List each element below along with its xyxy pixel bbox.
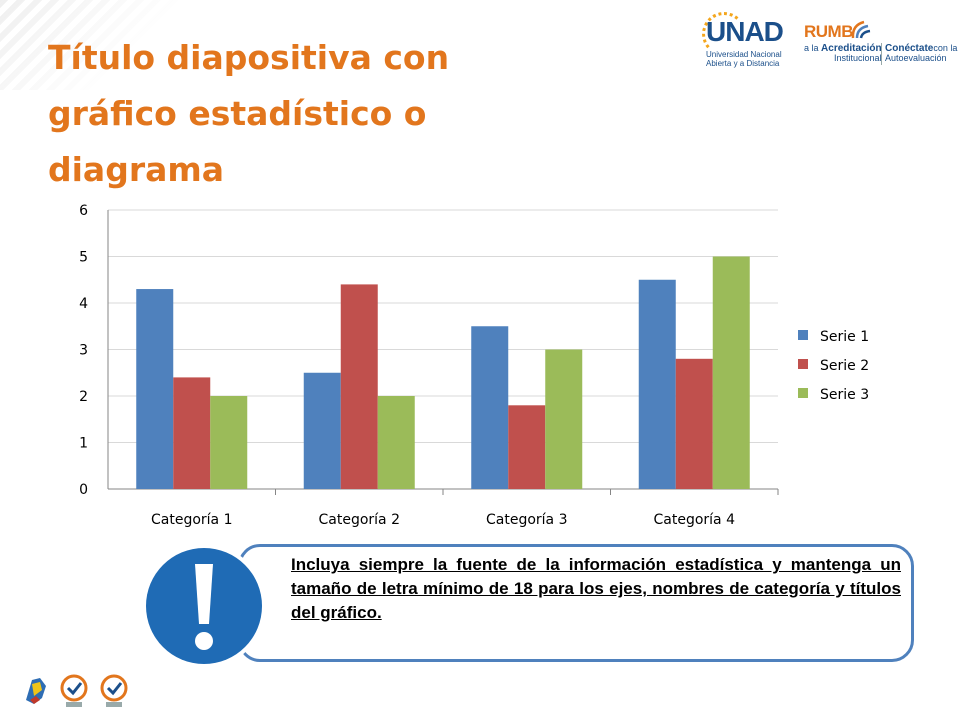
bar-s3-c2 [377, 396, 415, 489]
legend-label-3: Serie 3 [820, 387, 869, 403]
colombia-map-icon [26, 678, 46, 704]
y-tick-label-3: 3 [79, 343, 88, 359]
rumbo-line-1a: a la [804, 43, 819, 53]
legend-swatch-3 [798, 388, 808, 398]
bar-s1-c2 [303, 372, 341, 489]
legend-label-2: Serie 2 [820, 358, 869, 374]
sgs-certification-icon [60, 674, 88, 707]
rumbo-arcs-icon [851, 20, 871, 39]
footer-logos [26, 674, 128, 707]
rumbo-right-1a: Conéctate [885, 43, 934, 54]
rumbo-line-1b: Acreditación [821, 43, 882, 54]
callout-box: Incluya siempre la fuente de la informac… [238, 544, 914, 662]
bar-s3-c3 [545, 349, 583, 489]
y-tick-label-6: 6 [79, 203, 88, 219]
title-line-1: Título diapositiva con [48, 38, 450, 77]
bar-s3-c4 [712, 256, 750, 489]
unad-logo: UNAD Universidad Nacional Abierta y a Di… [700, 12, 790, 72]
unad-subtitle-2: Abierta y a Distancia [706, 59, 780, 68]
unad-wordmark: UNAD [706, 16, 784, 47]
bar-s1-c3 [471, 326, 509, 489]
sgs-certification-icon-2 [100, 674, 128, 707]
rumbo-separator [881, 43, 882, 65]
callout-text: Incluya siempre la fuente de la informac… [291, 555, 901, 622]
bar-s3-c1 [210, 396, 248, 489]
rumbo-wordmark: RUMB [804, 22, 854, 41]
bar-s2-c2 [340, 284, 378, 489]
category-label-1: Categoría 1 [151, 512, 233, 528]
bar-s1-c4 [638, 279, 676, 489]
unad-dots-icon [702, 12, 746, 56]
bar-chart: 0 1 2 3 4 5 6 Categoría 1 Categoría 2 Categoría 3… [79, 203, 869, 528]
rumbo-line-2: Institucional [834, 53, 882, 63]
rumbo-logo: RUMB a la Acreditación Institucional Con… [804, 20, 957, 72]
y-tick-label-1: 1 [79, 436, 88, 452]
rumbo-right-1b: con la [933, 43, 958, 53]
category-label-2: Categoría 2 [319, 512, 401, 528]
warning-exclamation-icon [142, 544, 266, 668]
corner-decoration [0, 0, 180, 90]
bar-s2-c1 [173, 377, 211, 489]
title-line-2: gráfico estadístico o [48, 94, 427, 133]
unad-subtitle-1: Universidad Nacional [706, 50, 782, 59]
y-tick-label-4: 4 [79, 296, 88, 312]
category-label-3: Categoría 3 [486, 512, 568, 528]
rumbo-right-1: Conéctatecon la [885, 43, 957, 54]
y-tick-label-2: 2 [79, 389, 88, 405]
bar-s2-c4 [675, 358, 713, 489]
title-line-3: diagrama [48, 150, 225, 189]
legend-label-1: Serie 1 [820, 329, 869, 345]
rumbo-right-2: Autoevaluación [885, 53, 947, 63]
rumbo-line-1: a la Acreditación [804, 43, 882, 54]
y-tick-label-5: 5 [79, 250, 88, 266]
bar-s1-c1 [136, 289, 174, 489]
category-label-4: Categoría 4 [654, 512, 736, 528]
legend-swatch-1 [798, 330, 808, 340]
y-tick-label-0: 0 [79, 482, 88, 498]
unad-subtitle: Universidad Nacional Abierta y a Distanc… [706, 50, 782, 68]
legend-swatch-2 [798, 359, 808, 369]
slide-title: Título diapositiva con gráfico estadísti… [48, 30, 528, 198]
bar-s2-c3 [508, 405, 546, 489]
